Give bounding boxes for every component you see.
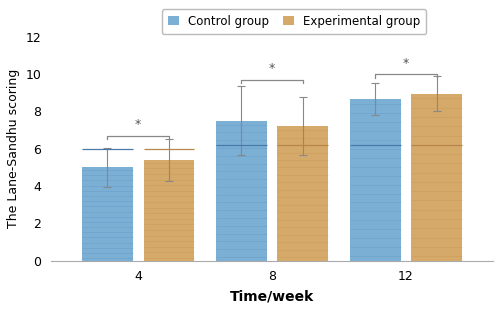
Text: *: * [403,56,409,69]
Bar [278,126,328,261]
Legend: Control group, Experimental group: Control group, Experimental group [162,9,426,34]
Text: *: * [135,118,141,131]
Bar [412,94,463,261]
Bar [82,167,133,261]
Bar [216,121,266,261]
Text: *: * [269,62,275,75]
Bar [350,100,401,261]
Bar [144,160,194,261]
X-axis label: Time/week: Time/week [230,289,314,303]
Y-axis label: The Lane-Sandhu scoring: The Lane-Sandhu scoring [7,69,20,228]
